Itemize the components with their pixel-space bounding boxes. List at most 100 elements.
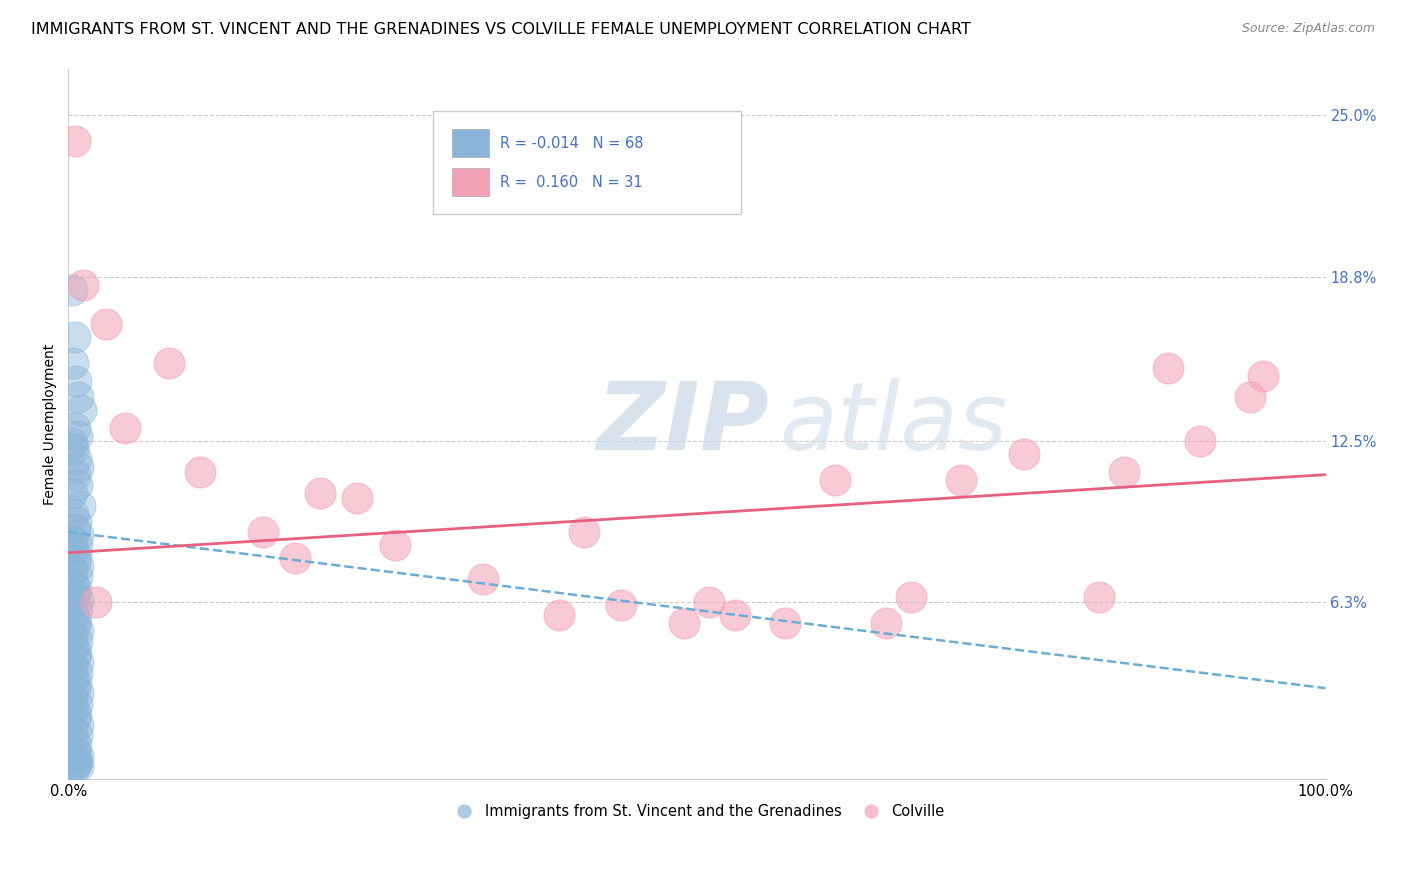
Point xyxy=(62,543,84,558)
Point xyxy=(60,723,83,737)
Point xyxy=(60,564,83,578)
Point xyxy=(875,615,897,630)
Point xyxy=(67,592,90,607)
Point xyxy=(60,629,83,643)
Point xyxy=(67,459,90,474)
Point xyxy=(67,558,90,573)
Point xyxy=(65,676,87,690)
Point xyxy=(65,374,87,388)
Point xyxy=(1088,590,1111,604)
Point xyxy=(62,442,84,456)
FancyBboxPatch shape xyxy=(433,112,741,214)
Point xyxy=(94,317,117,331)
Text: R = -0.014   N = 68: R = -0.014 N = 68 xyxy=(499,136,643,151)
Point xyxy=(65,707,87,722)
Point xyxy=(63,522,86,536)
Point xyxy=(65,756,87,771)
Point xyxy=(63,712,86,726)
Point xyxy=(65,582,87,597)
Point xyxy=(252,524,274,539)
Point xyxy=(67,759,90,773)
Point xyxy=(67,390,90,404)
Point xyxy=(62,733,84,747)
Point xyxy=(66,428,89,442)
Point xyxy=(63,329,86,343)
Point xyxy=(63,587,86,601)
Point xyxy=(63,681,86,695)
Point xyxy=(610,598,633,612)
Point xyxy=(346,491,368,505)
Point xyxy=(1114,465,1136,479)
Point xyxy=(157,356,180,370)
Point xyxy=(62,756,84,771)
Point xyxy=(62,507,84,521)
Point xyxy=(1012,447,1035,461)
Point xyxy=(67,748,90,763)
Point xyxy=(63,553,86,567)
Point xyxy=(66,697,89,711)
Point xyxy=(65,549,87,563)
FancyBboxPatch shape xyxy=(451,168,489,196)
Point xyxy=(62,608,84,623)
Point xyxy=(62,702,84,716)
Point xyxy=(472,572,495,586)
Point xyxy=(60,691,83,706)
Point xyxy=(65,452,87,467)
Point xyxy=(67,527,90,541)
Point xyxy=(1239,390,1261,404)
Point xyxy=(66,569,89,583)
Point xyxy=(66,538,89,552)
Point xyxy=(62,671,84,685)
Point xyxy=(67,686,90,700)
Point xyxy=(69,402,91,417)
Point xyxy=(67,717,90,731)
Point xyxy=(63,649,86,664)
Point xyxy=(900,590,922,604)
Point xyxy=(673,615,696,630)
Point xyxy=(84,595,107,609)
Text: ZIP: ZIP xyxy=(596,378,769,470)
Point xyxy=(824,473,846,487)
Point xyxy=(283,551,305,566)
Point xyxy=(62,577,84,591)
Point xyxy=(67,624,90,638)
Point xyxy=(66,665,89,680)
Point xyxy=(60,436,83,450)
Point xyxy=(60,533,83,547)
Point xyxy=(65,645,87,659)
Point xyxy=(773,615,796,630)
Point xyxy=(60,283,83,297)
Point xyxy=(547,608,569,623)
Point xyxy=(63,421,86,435)
Point xyxy=(63,759,86,773)
Point xyxy=(949,473,972,487)
FancyBboxPatch shape xyxy=(451,129,489,157)
Point xyxy=(114,421,136,435)
Y-axis label: Female Unemployment: Female Unemployment xyxy=(44,343,58,505)
Text: R =  0.160   N = 31: R = 0.160 N = 31 xyxy=(499,175,643,190)
Point xyxy=(65,614,87,628)
Point xyxy=(60,751,83,765)
Point xyxy=(65,739,87,753)
Point xyxy=(62,356,84,370)
Point xyxy=(62,640,84,654)
Point xyxy=(63,618,86,632)
Point xyxy=(67,655,90,669)
Text: Source: ZipAtlas.com: Source: ZipAtlas.com xyxy=(1241,22,1375,36)
Point xyxy=(384,538,406,552)
Legend: Immigrants from St. Vincent and the Grenadines, Colville: Immigrants from St. Vincent and the Gren… xyxy=(444,798,950,825)
Text: IMMIGRANTS FROM ST. VINCENT AND THE GRENADINES VS COLVILLE FEMALE UNEMPLOYMENT C: IMMIGRANTS FROM ST. VINCENT AND THE GREN… xyxy=(31,22,970,37)
Point xyxy=(1157,360,1180,375)
Point xyxy=(72,277,94,292)
Point xyxy=(63,467,86,482)
Point xyxy=(723,608,745,623)
Point xyxy=(188,465,211,479)
Point xyxy=(308,486,330,500)
Point xyxy=(699,595,721,609)
Point xyxy=(66,478,89,492)
Point xyxy=(66,634,89,648)
Point xyxy=(60,660,83,674)
Point xyxy=(69,499,91,513)
Point xyxy=(66,754,89,768)
Point xyxy=(60,598,83,612)
